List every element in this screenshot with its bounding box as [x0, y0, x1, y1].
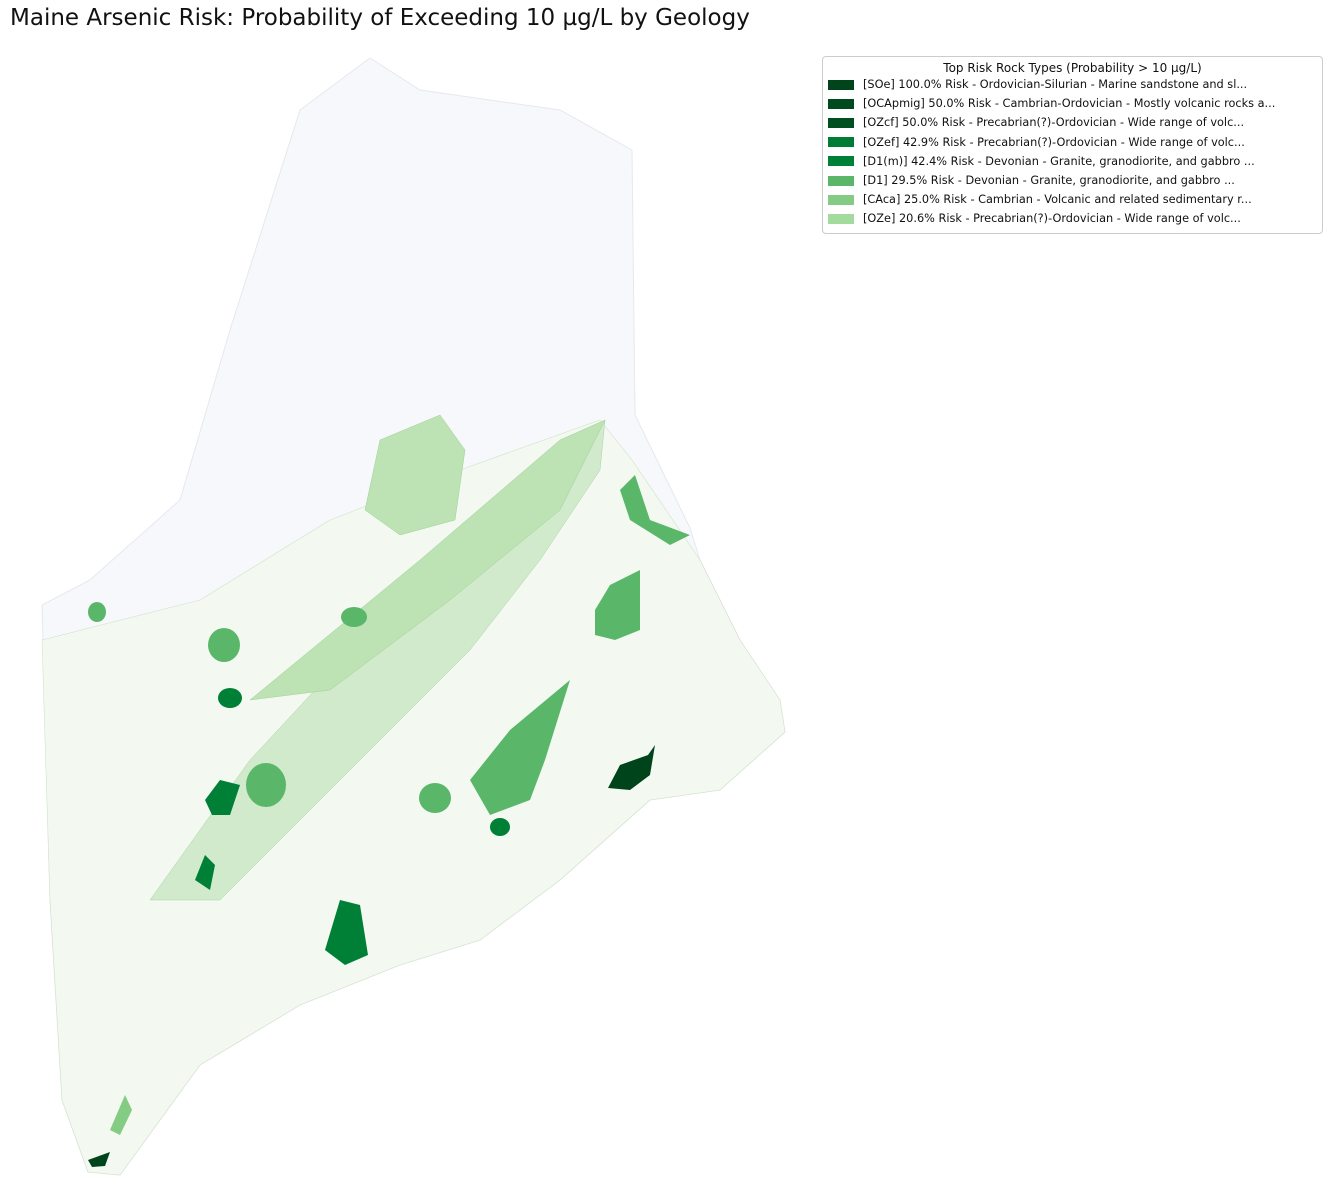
- geology-unit: [490, 818, 510, 836]
- legend: Top Risk Rock Types (Probability > 10 µg…: [822, 56, 1323, 234]
- legend-entry: [OZe] 20.6% Risk - Precabrian(?)-Ordovic…: [828, 209, 1322, 228]
- geology-unit: [88, 1152, 110, 1167]
- legend-entry: [OZef] 42.9% Risk - Precabrian(?)-Ordovi…: [828, 133, 1322, 152]
- legend-swatch: [828, 194, 854, 205]
- geology-unit: [246, 763, 286, 807]
- geology-unit: [608, 745, 655, 790]
- legend-entry: [D1] 29.5% Risk - Devonian - Granite, gr…: [828, 171, 1322, 190]
- geology-unit: [205, 780, 240, 815]
- map: [41, 57, 786, 1176]
- geology-unit: [620, 475, 690, 545]
- legend-swatch: [828, 156, 854, 167]
- legend-swatch: [828, 137, 854, 148]
- geology-unit: [341, 607, 367, 627]
- legend-label: [D1] 29.5% Risk - Devonian - Granite, gr…: [863, 174, 1235, 188]
- legend-label: [OZe] 20.6% Risk - Precabrian(?)-Ordovic…: [863, 212, 1241, 226]
- legend-swatch: [828, 175, 854, 186]
- legend-label: [OCApmig] 50.0% Risk - Cambrian-Ordovici…: [863, 97, 1276, 111]
- geology-unit: [110, 1095, 132, 1135]
- legend-entry: [OCApmig] 50.0% Risk - Cambrian-Ordovici…: [828, 94, 1322, 113]
- geology-unit: [325, 900, 368, 965]
- geology-unit: [218, 688, 242, 708]
- geology-unit: [595, 570, 640, 640]
- title: Maine Arsenic Risk: Probability of Excee…: [10, 5, 750, 31]
- geology-band: [364, 414, 466, 536]
- geology-unit: [195, 855, 215, 890]
- legend-label: [D1(m)] 42.4% Risk - Devonian - Granite,…: [863, 154, 1255, 168]
- legend-entry: [OZcf] 50.0% Risk - Precabrian(?)-Ordovi…: [828, 113, 1322, 132]
- geology-unit: [470, 680, 570, 815]
- legend-entries: [SOe] 100.0% Risk - Ordovician-Silurian …: [823, 75, 1322, 229]
- legend-swatch: [828, 98, 854, 109]
- legend-swatch: [828, 117, 854, 128]
- legend-label: [CAca] 25.0% Risk - Cambrian - Volcanic …: [863, 193, 1252, 207]
- geology-unit: [208, 628, 240, 662]
- legend-swatch: [828, 213, 854, 224]
- legend-label: [OZef] 42.9% Risk - Precabrian(?)-Ordovi…: [863, 135, 1245, 149]
- legend-entry: [D1(m)] 42.4% Risk - Devonian - Granite,…: [828, 152, 1322, 171]
- legend-entry: [CAca] 25.0% Risk - Cambrian - Volcanic …: [828, 190, 1322, 209]
- legend-label: [OZcf] 50.0% Risk - Precabrian(?)-Ordovi…: [863, 116, 1245, 130]
- geology-unit: [419, 783, 451, 813]
- legend-entry: [SOe] 100.0% Risk - Ordovician-Silurian …: [828, 75, 1322, 94]
- legend-label: [SOe] 100.0% Risk - Ordovician-Silurian …: [863, 78, 1248, 92]
- legend-swatch: [828, 79, 854, 90]
- geology-unit: [88, 602, 106, 622]
- legend-title: Top Risk Rock Types (Probability > 10 µg…: [943, 61, 1202, 75]
- geology-band: [249, 419, 606, 701]
